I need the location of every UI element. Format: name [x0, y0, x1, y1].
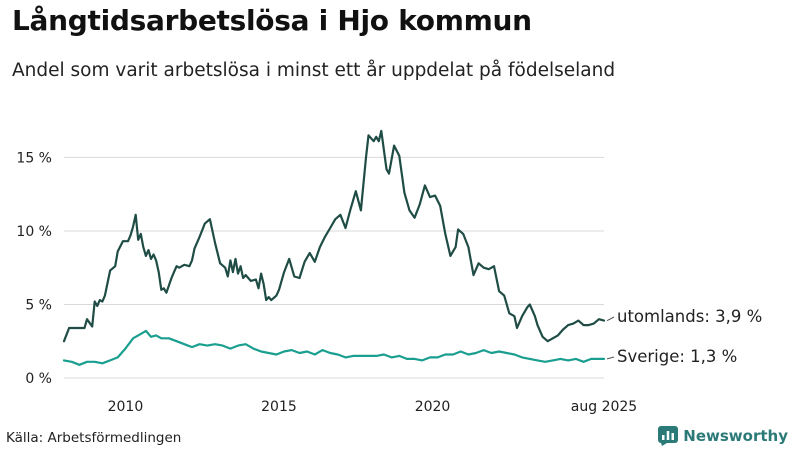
chart-title: Långtidsarbetslösa i Hjo kommun — [12, 4, 532, 37]
bar-chart-icon — [658, 426, 679, 446]
y-tick-label: 0 % — [25, 371, 52, 387]
y-tick-label: 15 % — [16, 150, 52, 166]
end-label-leader — [606, 316, 615, 322]
brand-name: Newsworthy — [683, 427, 788, 445]
series-line-sverige — [62, 329, 606, 366]
end-labels: utomlands: 3,9 % Sverige: 1,3 % — [606, 307, 762, 366]
line-chart: 0 % 5 % 10 % 15 % 2010 2015 2020 aug 2025 utom… — [16, 129, 762, 415]
series-lines — [62, 129, 606, 366]
x-tick-label: aug 2025 — [571, 399, 637, 415]
end-label-leader — [606, 356, 615, 360]
x-tick-label: 2015 — [261, 399, 297, 415]
source-note: Källa: Arbetsförmedlingen — [6, 430, 182, 446]
grid-lines — [64, 156, 604, 379]
x-tick-label: 2010 — [108, 399, 144, 415]
y-tick-label: 10 % — [16, 224, 52, 240]
end-label-sverige: Sverige: 1,3 % — [617, 347, 737, 366]
series-line-utomlands — [62, 129, 606, 343]
brand-logo: Newsworthy — [658, 426, 788, 446]
x-tick-label: 2020 — [415, 399, 451, 415]
end-label-utomlands: utomlands: 3,9 % — [617, 307, 762, 326]
y-tick-label: 5 % — [25, 297, 52, 313]
chart-subtitle: Andel som varit arbetslösa i minst ett å… — [12, 60, 616, 81]
x-axis-ticks: 2010 2015 2020 aug 2025 — [108, 399, 638, 415]
y-axis-ticks: 0 % 5 % 10 % 15 % — [16, 150, 52, 387]
